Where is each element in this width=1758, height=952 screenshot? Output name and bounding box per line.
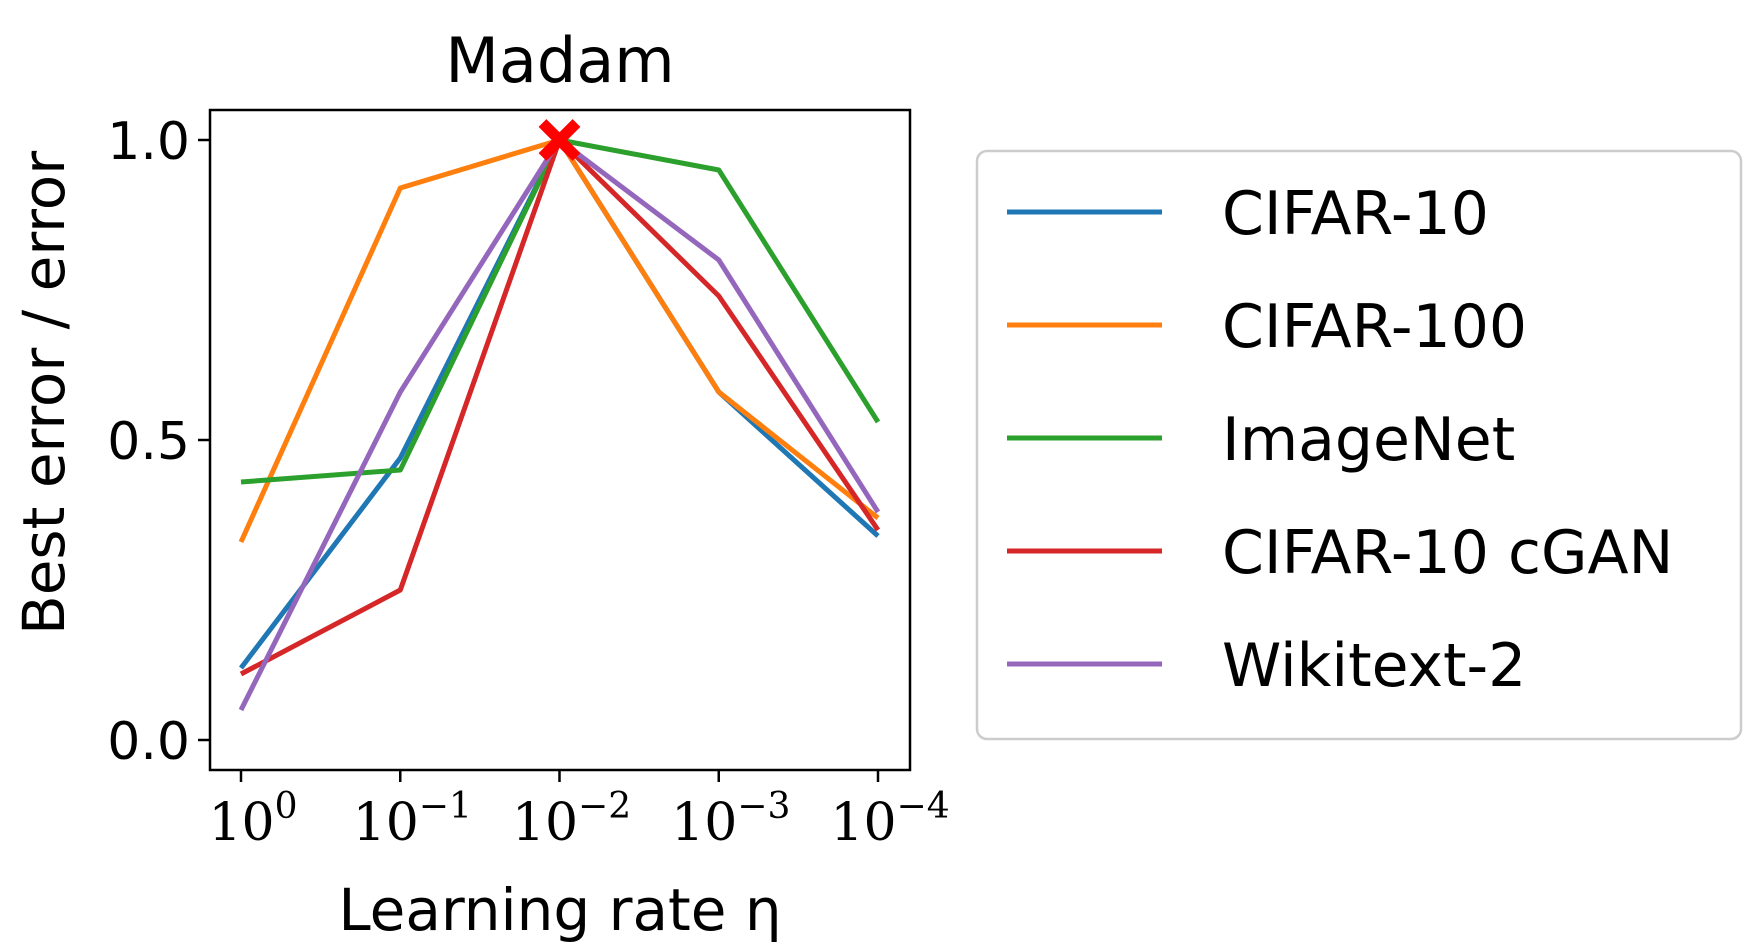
legend-label: ImageNet [1222,405,1515,475]
y-ticks: 0.0 0.5 1.0 [107,112,210,772]
series-lines [238,137,881,712]
x-tick-label: 10−3 [671,786,790,853]
x-tick-label: 100 [208,786,297,853]
legend-label: CIFAR-100 [1222,292,1527,362]
y-axis-label: Best error / error [10,151,78,635]
x-tick-label: 10−1 [353,786,472,853]
y-tick-label: 1.0 [107,112,190,172]
plot-frame [208,108,912,772]
legend-label: CIFAR-10 cGAN [1222,518,1673,588]
chart-title: Madam [445,24,674,97]
legend-label: CIFAR-10 [1222,179,1489,249]
series-line-1 [239,137,880,670]
series-line-2 [238,137,880,544]
series-line-4 [239,137,881,677]
x-ticks: 100 10−1 10−2 10−3 10−4 [208,770,950,853]
y-tick-label: 0.5 [107,412,190,472]
best-marker-stroke-b [538,119,581,161]
legend-label: Wikitext-2 [1222,631,1526,701]
x-tick-label: 10−4 [830,786,949,853]
series-line-3 [240,137,881,485]
x-axis-label: Learning rate η [338,876,781,944]
y-tick-label: 0.0 [107,712,190,772]
x-tick-label: 10−2 [512,786,631,853]
legend: CIFAR-10 CIFAR-100 ImageNet CIFAR-10 cGAN Wi… [975,149,1743,741]
legend-frame [975,149,1743,741]
best-marker [538,119,581,161]
